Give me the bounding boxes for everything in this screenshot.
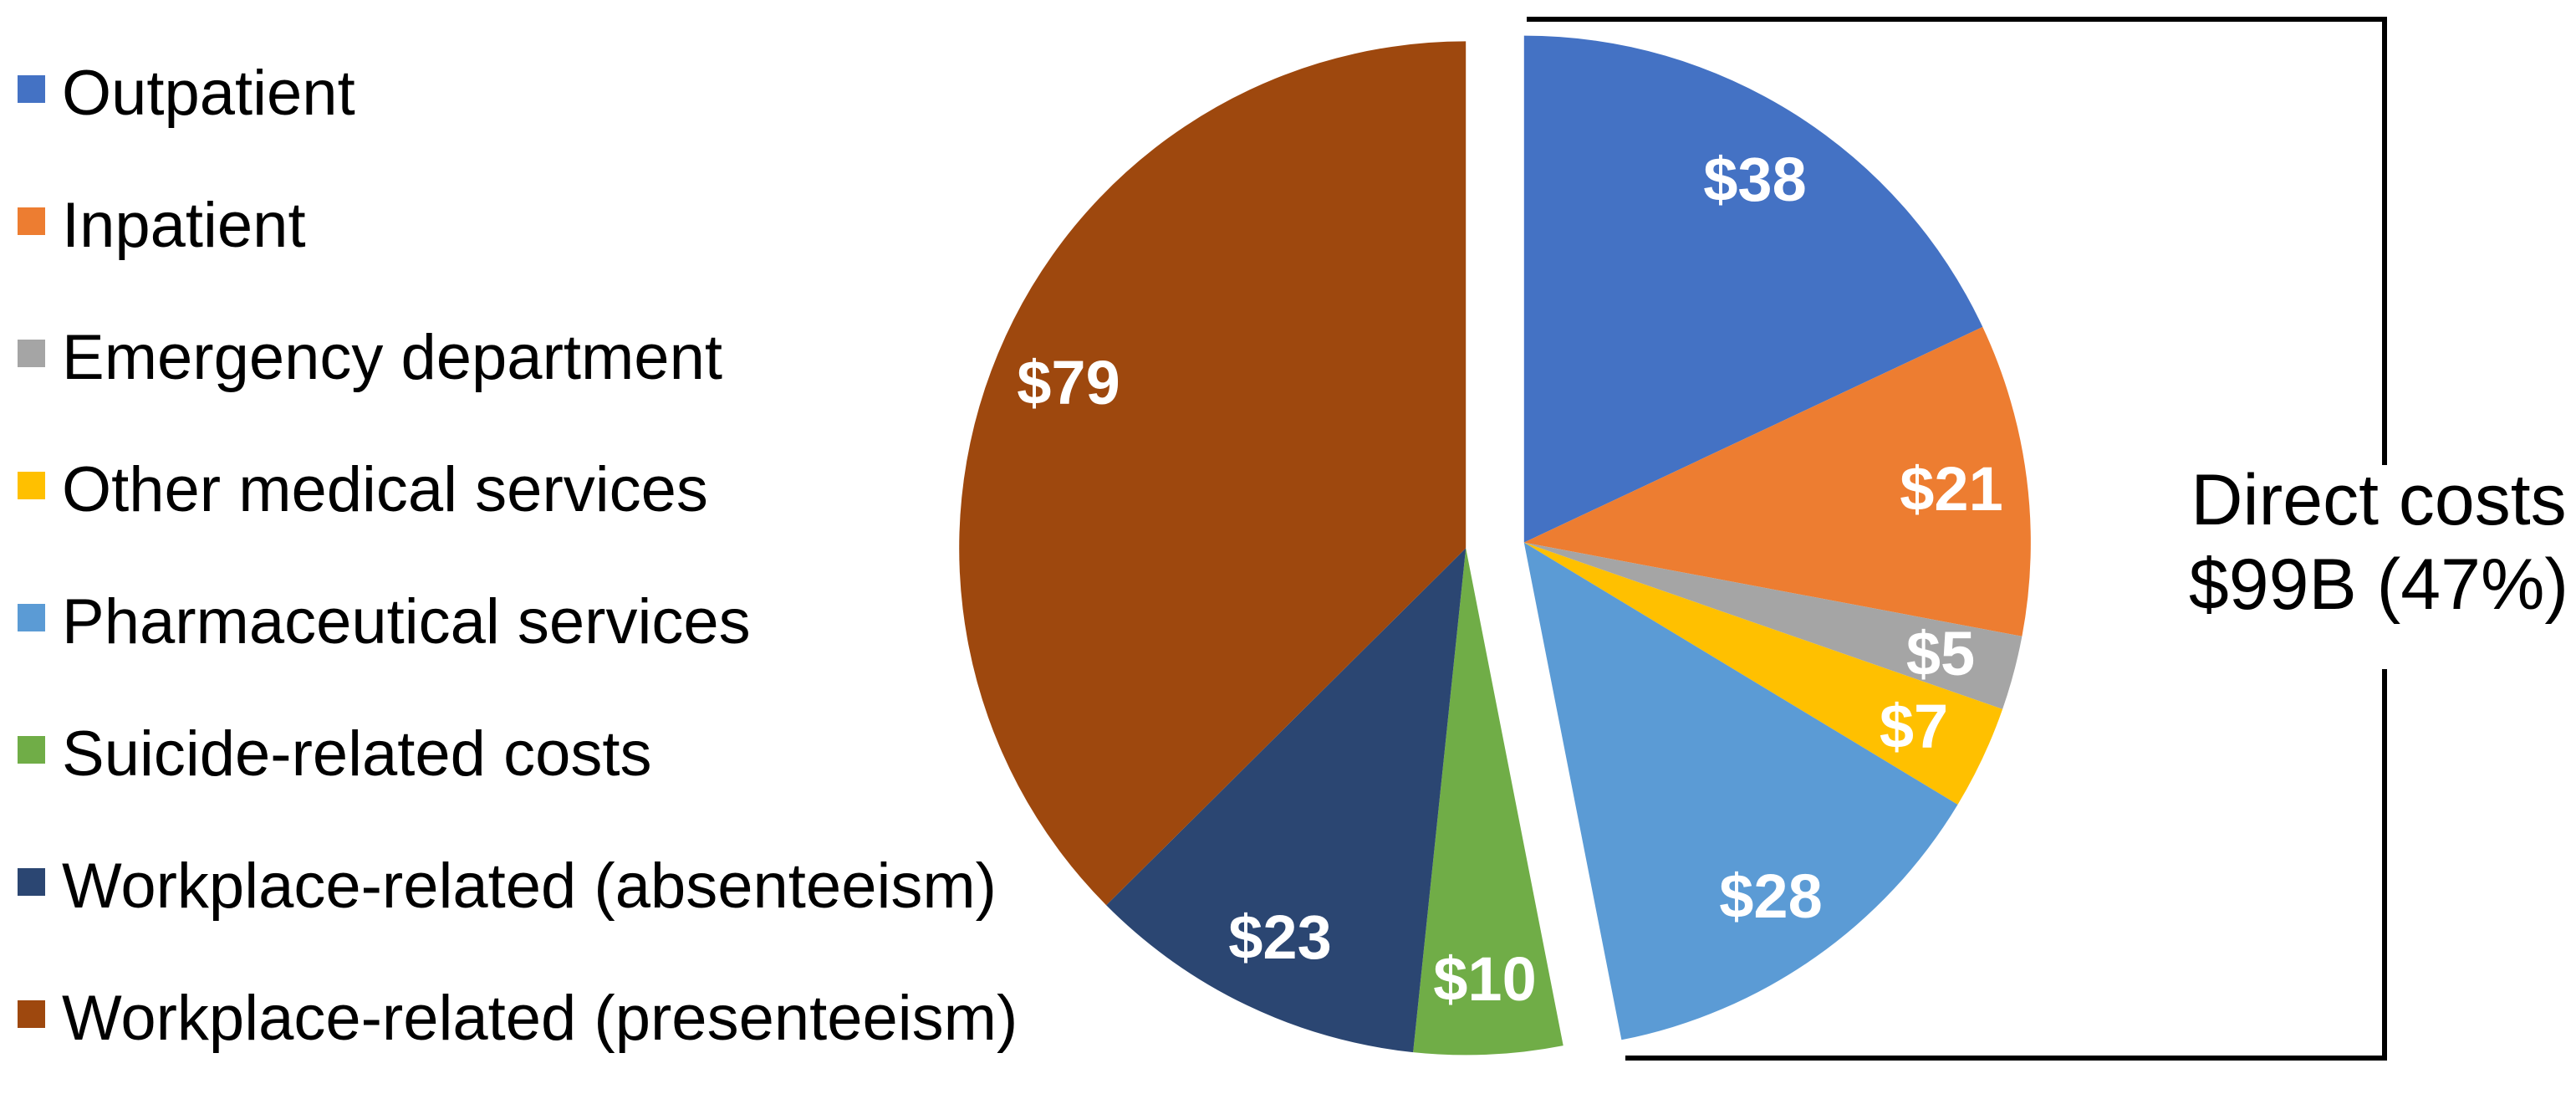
pie-value-label-other-medical-services: $7 (1880, 692, 1948, 761)
pie-value-label-emergency-department: $5 (1906, 619, 1975, 688)
direct-costs-annotation: Direct costs $99B (47%) (2128, 458, 2576, 628)
legend-label-workplace-related-absenteeism: Workplace-related (absenteeism) (62, 851, 997, 922)
annotation-line1: Direct costs (2191, 460, 2567, 540)
pie-value-label-workplace-related-presenteeism: $79 (1017, 348, 1120, 417)
legend-swatch-other-medical-services (18, 471, 45, 499)
pie-slice-workplace-related-absenteeism (1106, 548, 1467, 1053)
legend-item-other-medical-services: Other medical services (18, 440, 708, 540)
legend-item-suicide-related-costs: Suicide-related costs (18, 704, 651, 805)
pie-value-label-pharmaceutical-services: $28 (1719, 861, 1822, 931)
legend-item-workplace-related-presenteeism: Workplace-related (presenteeism) (18, 969, 1018, 1069)
pie-slice-emergency-department (1523, 542, 2023, 709)
legend-swatch-pharmaceutical-services (18, 603, 45, 631)
direct-costs-bracket (1527, 17, 2387, 1061)
legend-swatch-outpatient (18, 74, 45, 103)
annotation-line2: $99B (47%) (2188, 544, 2569, 626)
legend-label-inpatient: Inpatient (62, 190, 306, 261)
legend-item-workplace-related-absenteeism: Workplace-related (absenteeism) (18, 836, 997, 937)
legend-item-pharmaceutical-services: Pharmaceutical services (18, 572, 751, 672)
legend-label-pharmaceutical-services: Pharmaceutical services (62, 586, 751, 657)
legend-swatch-workplace-related-absenteeism (18, 867, 45, 896)
bracket-line (1527, 17, 2387, 465)
pie-value-label-suicide-related-costs: $10 (1433, 944, 1536, 1014)
pie-slice-suicide-related-costs (1413, 548, 1563, 1056)
legend-swatch-workplace-related-presenteeism (18, 999, 45, 1028)
pie-slice-other-medical-services (1523, 542, 2003, 805)
legend-swatch-emergency-department (18, 339, 45, 367)
legend-label-emergency-department: Emergency department (62, 322, 722, 393)
pie-slice-outpatient (1523, 35, 1983, 543)
pie-value-label-inpatient: $21 (1900, 454, 2002, 524)
legend-swatch-suicide-related-costs (18, 735, 45, 764)
legend-label-workplace-related-presenteeism: Workplace-related (presenteeism) (62, 983, 1018, 1054)
legend-item-emergency-department: Emergency department (18, 308, 722, 408)
legend-swatch-inpatient (18, 207, 45, 235)
legend-item-inpatient: Inpatient (18, 176, 306, 276)
pie-slice-workplace-related-presenteeism (959, 41, 1467, 906)
legend-label-suicide-related-costs: Suicide-related costs (62, 718, 652, 790)
bracket-line (1625, 669, 2387, 1061)
legend-item-outpatient: Outpatient (18, 43, 355, 144)
legend-label-other-medical-services: Other medical services (62, 454, 708, 525)
pie-value-label-workplace-related-absenteeism: $23 (1228, 902, 1331, 972)
pie-slice-pharmaceutical-services (1523, 542, 1958, 1040)
legend-label-outpatient: Outpatient (62, 58, 355, 129)
pie-value-label-outpatient: $38 (1703, 145, 1806, 214)
pie-slice-inpatient (1523, 326, 2031, 636)
legend: Outpatient Inpatient Emergency department O… (0, 0, 1087, 1094)
